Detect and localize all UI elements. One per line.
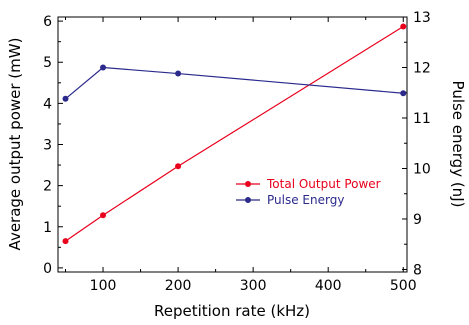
x-tick-label: 300 xyxy=(240,278,267,294)
y-left-tick-label: 2 xyxy=(43,179,52,195)
data-point-pulse-energy xyxy=(62,95,69,102)
series-line-pulse-energy xyxy=(65,66,404,100)
y-left-tick-label: 5 xyxy=(43,55,52,71)
data-point-total-output-power xyxy=(175,163,182,170)
y-left-tick-label: 3 xyxy=(43,138,52,154)
data-point-pulse-energy xyxy=(400,90,407,97)
series-layer xyxy=(62,23,407,245)
legend: Total Output Power Pulse Energy xyxy=(236,177,381,207)
y-left-tick-label: 6 xyxy=(43,14,52,30)
y-right-axis-title: Pulse energy (nJ) xyxy=(449,81,467,208)
data-point-total-output-power xyxy=(62,238,69,245)
y-left-tick-label: 0 xyxy=(43,261,52,277)
y-right-tick-label: 12 xyxy=(413,60,431,76)
legend-marker-total-output-power xyxy=(245,181,251,187)
data-point-total-output-power xyxy=(100,212,107,219)
y-left-tick-label: 4 xyxy=(43,96,52,112)
data-point-total-output-power xyxy=(400,23,407,30)
y-right-tick-label: 9 xyxy=(413,212,422,228)
data-point-pulse-energy xyxy=(175,70,182,77)
legend-label-total-output-power: Total Output Power xyxy=(266,177,381,191)
y-left-tick-label: 1 xyxy=(43,220,52,236)
y-right-tick-label: 11 xyxy=(413,111,431,127)
x-tick-label: 200 xyxy=(165,278,192,294)
x-tick-label: 400 xyxy=(315,278,342,294)
x-tick-label: 500 xyxy=(390,278,417,294)
data-point-pulse-energy xyxy=(100,64,107,71)
y-right-tick-label: 13 xyxy=(413,10,431,26)
y-right-tick-label: 10 xyxy=(413,161,431,177)
legend-marker-pulse-energy xyxy=(245,197,251,203)
series-line-total-output-power xyxy=(65,25,404,242)
y-left-axis-title: Average output power (mW) xyxy=(6,38,24,251)
plot-frame xyxy=(57,16,408,273)
y-right-tick-label: 8 xyxy=(413,262,422,278)
legend-label-pulse-energy: Pulse Energy xyxy=(267,193,344,207)
x-axis-title: Repetition rate (kHz) xyxy=(154,302,310,320)
x-tick-label: 100 xyxy=(90,278,117,294)
